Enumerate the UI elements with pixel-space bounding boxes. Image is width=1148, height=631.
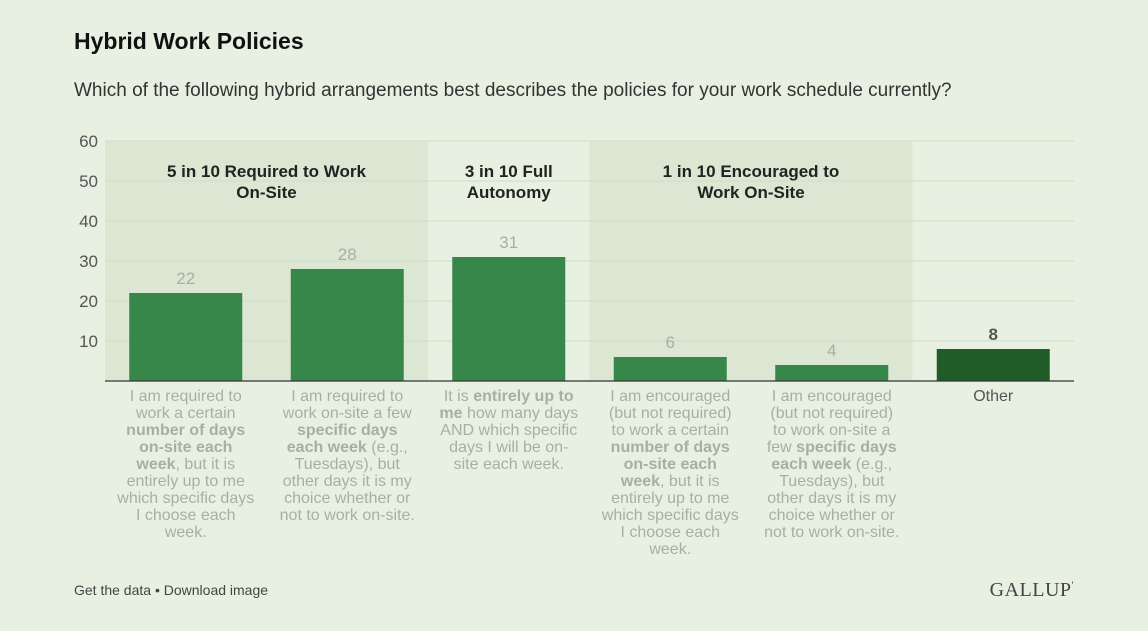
download-image-link[interactable]: Download image [163,582,269,598]
footer-separator: • [151,582,164,598]
category-label-4: I am encouraged (but not required) to wo… [764,388,900,541]
y-tick-label-50: 50 [79,172,98,191]
gallup-logo: GALLUP' [990,579,1074,602]
chart-subtitle: Which of the following hybrid arrangemen… [74,80,952,101]
category-label-2: It is entirely up to me how many days AN… [439,388,579,473]
category-label-other: Other [973,388,1014,405]
get-data-link[interactable]: Get the data [74,582,152,598]
category-label-1: I am required to work on-site a few spec… [279,388,415,524]
bar-4 [775,365,889,381]
bar-5 [936,349,1050,381]
group-label-1-line-0: 3 in 10 Full [465,162,553,181]
group-label-0-line-1: On-Site [236,183,296,202]
y-tick-label-20: 20 [79,292,98,311]
y-tick-label-60: 60 [79,132,98,151]
category-label-0: I am required to work a certain number o… [117,388,255,541]
group-label-1-line-1: Autonomy [467,183,552,202]
bar-1 [290,269,404,381]
group-label-0-line-0: 5 in 10 Required to Work [167,162,367,181]
bar-chart: 10 20 30 40 50 60 5 in 10 Required to Work On-S… [79,132,1074,382]
value-label-0: 22 [176,269,195,288]
y-tick-label-40: 40 [79,212,98,231]
value-label-3: 6 [666,333,675,352]
y-tick-label-30: 30 [79,252,98,271]
category-label-3: I am encouraged (but not required) to wo… [601,388,739,558]
value-label-5: 8 [989,325,998,344]
logo-text: GALLUP [989,579,1072,601]
chart-title: Hybrid Work Policies [74,28,304,54]
footer-links: Get the data • Download image [74,582,268,598]
bar-0 [129,293,243,381]
bar-2 [452,257,566,381]
group-label-2-line-1: Work On-Site [697,183,804,202]
y-tick-label-10: 10 [79,332,98,351]
value-label-2: 31 [499,233,518,252]
value-label-1: 28 [338,245,357,264]
bar-3 [613,357,727,381]
group-label-2-line-0: 1 in 10 Encouraged to [663,162,840,181]
value-label-4: 4 [827,341,836,360]
logo-mark: ' [1071,579,1074,592]
